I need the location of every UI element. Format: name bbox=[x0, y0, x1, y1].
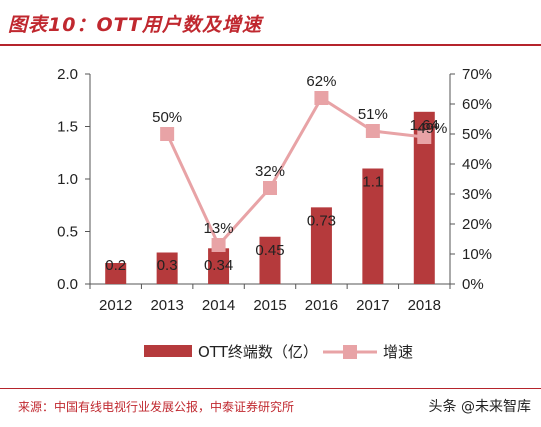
watermark-text: 头条 @未来智库 bbox=[428, 399, 531, 415]
x-tick-label: 2012 bbox=[99, 297, 132, 314]
legend-line-marker bbox=[343, 345, 357, 359]
growth-marker bbox=[211, 238, 226, 252]
source-note: 来源：中国有线电视行业发展公报，中泰证券研究所 bbox=[18, 400, 295, 414]
bar-data-label: 1.64 bbox=[410, 117, 439, 134]
watermark: 头条 @未来智库 bbox=[429, 396, 531, 416]
bar bbox=[259, 236, 281, 284]
legend-bar-label: OTT终端数（亿） bbox=[198, 343, 318, 361]
title-divider bbox=[0, 44, 541, 46]
bar-data-label: 0.45 bbox=[255, 242, 284, 259]
growth-marker bbox=[365, 124, 380, 138]
x-tick-label: 2015 bbox=[253, 297, 286, 314]
bar-data-label: 0.34 bbox=[204, 257, 233, 274]
right-tick-label: 10% bbox=[462, 246, 492, 263]
bar bbox=[156, 252, 178, 284]
ott-chart: 0.0 0.5 1.0 1.5 2.0 0% 10% 20% 30% 40% 50% 60% 70% 20… bbox=[57, 66, 492, 361]
line-data-label: 50% bbox=[152, 109, 182, 126]
x-tick-label: 2014 bbox=[202, 297, 235, 314]
line-data-label: 32% bbox=[255, 163, 285, 180]
left-tick-label: 0.5 bbox=[57, 224, 78, 241]
right-tick-label: 60% bbox=[462, 96, 492, 113]
growth-line bbox=[165, 95, 425, 248]
bar bbox=[310, 207, 332, 284]
legend-line-label: 增速 bbox=[383, 343, 413, 361]
line-data-label: 62% bbox=[306, 73, 336, 90]
left-tick-label: 0.0 bbox=[57, 276, 78, 293]
right-tick-label: 50% bbox=[462, 126, 492, 143]
bar-data-label: 0.3 bbox=[157, 257, 178, 274]
line-data-label: 51% bbox=[358, 106, 388, 123]
right-tick-label: 0% bbox=[462, 276, 484, 293]
bar-data-label: 1.1 bbox=[362, 174, 383, 191]
left-tick-label: 2.0 bbox=[57, 66, 78, 83]
line-data-label: 13% bbox=[204, 220, 234, 237]
right-tick-label: 30% bbox=[462, 186, 492, 203]
x-tick-label: 2018 bbox=[408, 297, 441, 314]
growth-marker bbox=[160, 127, 175, 141]
left-tick-label: 1.5 bbox=[57, 119, 78, 136]
figure-title: 图表10：OTT用户数及增速 bbox=[8, 14, 262, 36]
right-tick-label: 40% bbox=[462, 156, 492, 173]
x-tick-label: 2016 bbox=[305, 297, 338, 314]
growth-marker bbox=[263, 181, 277, 195]
right-tick-label: 20% bbox=[462, 216, 492, 233]
bar bbox=[362, 168, 384, 284]
bar bbox=[105, 263, 127, 284]
growth-marker bbox=[417, 130, 432, 144]
bar-data-label: 0.2 bbox=[105, 257, 126, 274]
right-tick-label: 70% bbox=[462, 66, 492, 83]
x-tick-label: 2017 bbox=[356, 297, 389, 314]
legend-bar-swatch bbox=[144, 345, 192, 357]
x-tick-label: 2013 bbox=[150, 297, 183, 314]
footer-divider bbox=[0, 388, 541, 389]
left-tick-label: 1.0 bbox=[57, 171, 78, 188]
line-data-label: 49% bbox=[417, 120, 447, 137]
bar bbox=[413, 111, 435, 284]
growth-marker bbox=[314, 91, 329, 105]
bar bbox=[208, 248, 230, 284]
bar-data-label: 0.73 bbox=[307, 212, 336, 229]
